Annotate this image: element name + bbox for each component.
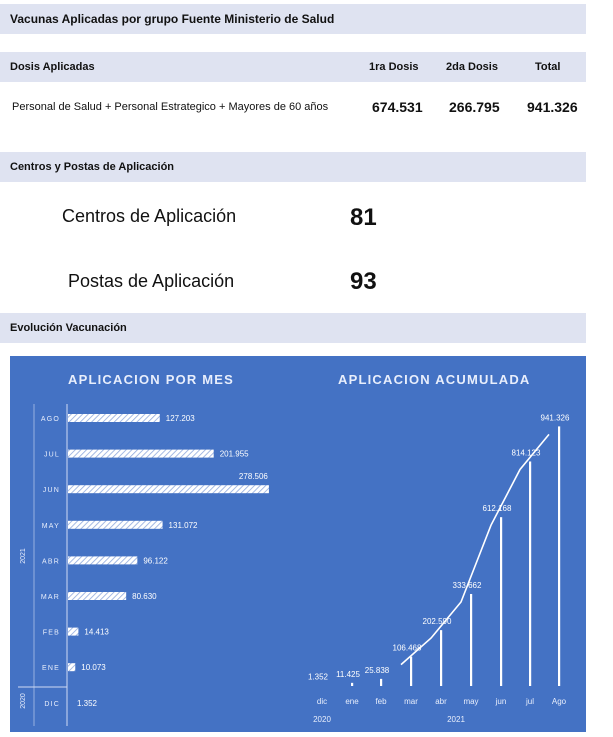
centers-header-band: Centros y Postas de Aplicación	[0, 152, 586, 182]
monthly-bar	[68, 663, 76, 672]
monthly-value-label: 1.352	[77, 699, 98, 708]
year-label-2021: 2021	[20, 548, 27, 564]
monthly-value-label: 10.073	[81, 663, 106, 672]
monthly-value-label: 278.506	[239, 472, 268, 481]
dose1-value: 674.531	[372, 99, 423, 115]
monthly-category-label: ENE	[42, 665, 60, 672]
col-header-total: Total	[535, 61, 561, 73]
cumulative-bar	[529, 461, 532, 686]
monthly-bar	[68, 627, 79, 636]
cumulative-chart-title: APLICACION ACUMULADA	[338, 372, 531, 387]
cumulative-value-label: 941.326	[541, 413, 570, 422]
cumulative-category-label: abr	[435, 697, 447, 706]
monthly-category-label: FEB	[43, 630, 60, 637]
monthly-category-label: ABR	[42, 558, 60, 565]
dose2-value: 266.795	[449, 99, 500, 115]
monthly-category-label: JUN	[43, 487, 60, 494]
report-title-band: Vacunas Aplicadas por grupo Fuente Minis…	[0, 4, 586, 34]
cumulative-value-label: 202.590	[423, 617, 452, 626]
col-header-dose1: 1ra Dosis	[369, 61, 419, 73]
vaccination-charts-svg: APLICACION POR MES APLICACION ACUMULADA …	[18, 372, 570, 726]
posts-value: 93	[350, 268, 377, 295]
evolution-header-label: Evolución Vacunación	[10, 322, 127, 334]
vaccination-charts-panel: APLICACION POR MES APLICACION ACUMULADA …	[10, 356, 586, 732]
centers-label: Centros de Aplicación	[62, 206, 237, 226]
monthly-value-label: 80.630	[132, 592, 157, 601]
cumulative-category-label: jun	[495, 697, 507, 706]
cumulative-bar	[351, 682, 354, 686]
monthly-bar	[68, 414, 160, 422]
monthly-bar	[68, 520, 163, 529]
monthly-value-label: 201.955	[220, 450, 249, 459]
col-header-dose2: 2da Dosis	[446, 61, 498, 73]
doses-header-label: Dosis Aplicadas	[10, 61, 95, 73]
cumulative-category-label: mar	[404, 697, 418, 706]
centers-value: 81	[350, 204, 377, 231]
cumulative-bar	[410, 656, 413, 686]
monthly-value-label: 14.413	[84, 628, 109, 637]
centers-header-label: Centros y Postas de Aplicación	[10, 161, 175, 173]
report-title: Vacunas Aplicadas por grupo Fuente Minis…	[10, 12, 335, 26]
cumulative-year-label-2020: 2020	[313, 715, 331, 724]
monthly-bar	[68, 485, 269, 494]
doses-header-band: Dosis Aplicadas	[0, 52, 586, 82]
cumulative-value-label: 814.123	[512, 448, 541, 457]
cumulative-category-label: ene	[345, 697, 359, 706]
cumulative-bar	[440, 630, 443, 686]
monthly-bar	[68, 556, 138, 565]
cumulative-category-label: feb	[375, 697, 387, 706]
cumulative-category-label: Ago	[552, 697, 567, 706]
monthly-value-label: 127.203	[166, 414, 195, 423]
monthly-category-label: AGO	[41, 416, 60, 423]
total-value: 941.326	[527, 99, 578, 115]
cumulative-bar	[500, 517, 503, 686]
cumulative-year-label-2021: 2021	[447, 715, 465, 724]
monthly-value-label: 131.072	[169, 521, 198, 530]
monthly-bar-chart: 2021 2020 DIC 1.352 ENE 10.073 FEB 14.413 MAR 80.…	[18, 404, 269, 726]
dose-group-label: Personal de Salud + Personal Estrategico…	[12, 101, 329, 113]
cumulative-bar	[380, 678, 383, 686]
monthly-bar	[68, 592, 127, 600]
cumulative-category-label: may	[463, 697, 478, 706]
monthly-chart-title: APLICACION POR MES	[68, 372, 234, 387]
monthly-category-label: JUL	[44, 452, 60, 459]
cumulative-category-label: jul	[525, 697, 534, 706]
evolution-header-band: Evolución Vacunación	[0, 313, 586, 343]
cumulative-value-label: 612.168	[483, 504, 512, 513]
cumulative-value-label: 25.838	[365, 666, 390, 675]
cumulative-bar	[470, 593, 473, 686]
cumulative-growth-line	[400, 433, 550, 666]
cumulative-value-label: 1.352	[308, 673, 329, 682]
posts-label: Postas de Aplicación	[68, 271, 235, 291]
year-label-2020: 2020	[20, 693, 27, 709]
cumulative-value-label: 11.425	[336, 670, 360, 679]
cumulative-bar	[558, 426, 561, 686]
monthly-category-label: MAR	[41, 594, 60, 601]
monthly-category-label: DIC	[44, 701, 60, 708]
cumulative-value-label: 106.468	[393, 644, 422, 653]
cumulative-category-label: dic	[317, 697, 327, 706]
monthly-value-label: 96.122	[143, 556, 168, 565]
monthly-bar	[68, 449, 214, 458]
cumulative-bar-chart: dic1.352ene11.425feb25.838mar106.468abr2…	[308, 413, 570, 724]
monthly-category-label: MAY	[42, 523, 60, 530]
